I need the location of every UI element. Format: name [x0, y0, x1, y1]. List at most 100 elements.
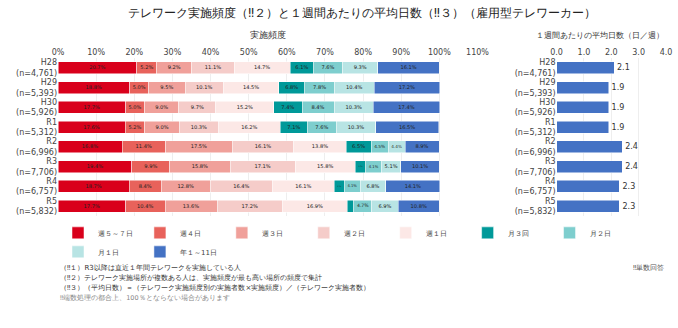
svg-text:週１日: 週１日 [426, 230, 447, 238]
svg-text:年１～11日: 年１～11日 [180, 249, 217, 257]
svg-text:7.6%: 7.6% [315, 124, 328, 130]
svg-text:9.5%: 9.5% [160, 84, 173, 90]
svg-text:16.1%: 16.1% [255, 143, 271, 149]
svg-text:17.1%: 17.1% [254, 163, 270, 169]
svg-text:13.8%: 13.8% [312, 143, 328, 149]
svg-text:10.3%: 10.3% [346, 104, 362, 110]
svg-text:2.7%: 2.7% [337, 185, 342, 188]
svg-text:110%: 110% [466, 48, 489, 57]
svg-text:9.9%: 9.9% [144, 163, 157, 169]
svg-text:5.2%: 5.2% [128, 124, 141, 130]
svg-text:H28(n=4,761): H28(n=4,761) [515, 58, 556, 77]
svg-text:11.4%: 11.4% [136, 143, 152, 149]
svg-text:H28(n=4,761): H28(n=4,761) [16, 58, 57, 77]
svg-text:8.9%: 8.9% [415, 143, 428, 149]
svg-text:（‼２）テレワーク実施場所が複数ある人は、実施頻度が最も高い: （‼２）テレワーク実施場所が複数ある人は、実施頻度が最も高い場所の頻度で集計 [60, 274, 322, 282]
svg-text:0%: 0% [52, 48, 65, 57]
svg-text:70%: 70% [316, 48, 334, 57]
svg-text:6.8%: 6.8% [366, 183, 379, 189]
svg-text:15.8%: 15.8% [317, 163, 333, 169]
svg-text:R1(n=5,312): R1(n=5,312) [515, 118, 556, 137]
svg-text:15.2%: 15.2% [237, 104, 253, 110]
svg-text:1.9: 1.9 [612, 123, 625, 132]
svg-text:4.0: 4.0 [660, 48, 673, 57]
svg-text:30%: 30% [164, 48, 182, 57]
svg-text:15.8%: 15.8% [192, 163, 208, 169]
svg-text:16.8%: 16.8% [82, 143, 98, 149]
svg-text:18.8%: 18.8% [86, 84, 102, 90]
svg-text:月１日: 月１日 [98, 249, 119, 257]
svg-text:7.6%: 7.6% [321, 64, 334, 70]
svg-text:17.2%: 17.2% [242, 203, 258, 209]
svg-text:5.0%: 5.0% [129, 104, 142, 110]
svg-text:2.3: 2.3 [622, 202, 635, 211]
svg-text:19.4%: 19.4% [87, 163, 103, 169]
svg-text:2.7%: 2.7% [359, 165, 364, 168]
svg-text:10.3%: 10.3% [191, 124, 207, 130]
svg-text:11.1%: 11.1% [205, 64, 221, 70]
svg-text:（‼３）（平均日数）＝（テレワーク実施頻度別の実施者数×実施: （‼３）（平均日数）＝（テレワーク実施頻度別の実施者数×実施頻度）／（テレワーク… [60, 284, 370, 292]
svg-text:週４日: 週４日 [180, 230, 201, 238]
svg-text:10.1%: 10.1% [196, 84, 212, 90]
svg-text:10.8%: 10.8% [411, 203, 427, 209]
svg-text:18.7%: 18.7% [85, 183, 101, 189]
svg-text:10.1%: 10.1% [412, 163, 428, 169]
svg-text:60%: 60% [278, 48, 296, 57]
svg-text:14.5%: 14.5% [243, 84, 259, 90]
svg-text:R5(n=5,832): R5(n=5,832) [16, 197, 57, 216]
svg-text:‼単数回答: ‼単数回答 [633, 264, 664, 272]
svg-text:0.0: 0.0 [550, 48, 563, 57]
svg-text:9.3%: 9.3% [354, 64, 367, 70]
svg-text:H30(n=5,926): H30(n=5,926) [515, 98, 556, 117]
svg-text:4.4%: 4.4% [391, 144, 402, 149]
svg-text:6.9%: 6.9% [378, 203, 391, 209]
svg-text:9.0%: 9.0% [155, 104, 168, 110]
svg-text:17.6%: 17.6% [83, 124, 99, 130]
svg-text:R4(n=6,757): R4(n=6,757) [16, 177, 57, 196]
svg-text:6.8%: 6.8% [285, 84, 298, 90]
svg-text:10%: 10% [87, 48, 105, 57]
svg-text:R1(n=5,312): R1(n=5,312) [16, 118, 57, 137]
svg-text:9.2%: 9.2% [168, 64, 181, 70]
svg-text:6.1%: 6.1% [295, 64, 308, 70]
svg-text:17.7%: 17.7% [84, 203, 100, 209]
svg-text:4.7%: 4.7% [357, 203, 369, 208]
svg-text:（‼１）R3以降は直近１年間テレワークを実施している人: （‼１）R3以降は直近１年間テレワークを実施している人 [60, 264, 241, 272]
svg-text:月３回: 月３回 [508, 230, 529, 238]
svg-text:2.1: 2.1 [617, 63, 630, 72]
svg-text:80%: 80% [354, 48, 372, 57]
svg-text:17.4%: 17.4% [398, 104, 414, 110]
svg-text:R3(n=7,706): R3(n=7,706) [515, 157, 556, 176]
svg-text:週５～７日: 週５～７日 [98, 230, 133, 238]
svg-text:16.2%: 16.2% [241, 124, 257, 130]
svg-text:4.5%: 4.5% [374, 144, 385, 149]
svg-text:月２日: 月２日 [590, 230, 611, 238]
svg-text:R3(n=7,706): R3(n=7,706) [16, 157, 57, 176]
svg-text:40%: 40% [202, 48, 220, 57]
svg-text:テレワーク実施頻度（‼２）と１週間あたりの平均日数（‼３）（: テレワーク実施頻度（‼２）と１週間あたりの平均日数（‼３）（雇用型テレワーカー） [128, 6, 596, 20]
svg-text:1.0: 1.0 [578, 48, 591, 57]
svg-text:H29(n=5,393): H29(n=5,393) [515, 78, 556, 97]
svg-text:5.1%: 5.1% [385, 163, 398, 169]
svg-text:9.7%: 9.7% [191, 104, 204, 110]
svg-text:7.8%: 7.8% [313, 84, 326, 90]
svg-text:週３日: 週３日 [262, 230, 283, 238]
svg-text:2.4: 2.4 [625, 162, 638, 171]
svg-text:10.4%: 10.4% [137, 203, 153, 209]
svg-text:1.9: 1.9 [612, 103, 625, 112]
svg-text:17.7%: 17.7% [84, 104, 100, 110]
svg-text:R4(n=6,757): R4(n=6,757) [515, 177, 556, 196]
svg-text:14.7%: 14.7% [254, 64, 270, 70]
svg-text:5.0%: 5.0% [133, 84, 146, 90]
svg-text:R5(n=5,832): R5(n=5,832) [515, 197, 556, 216]
svg-text:R2(n=6,996): R2(n=6,996) [16, 137, 57, 156]
svg-text:10.4%: 10.4% [346, 84, 362, 90]
svg-text:9.0%: 9.0% [156, 124, 169, 130]
svg-text:H30(n=5,926): H30(n=5,926) [16, 98, 57, 117]
svg-text:7.1%: 7.1% [287, 124, 300, 130]
svg-text:1.9: 1.9 [612, 83, 625, 92]
svg-text:16.5%: 16.5% [399, 124, 415, 130]
svg-text:17.5%: 17.5% [191, 143, 207, 149]
svg-text:6.5%: 6.5% [352, 143, 365, 149]
svg-text:12.8%: 12.8% [178, 183, 194, 189]
